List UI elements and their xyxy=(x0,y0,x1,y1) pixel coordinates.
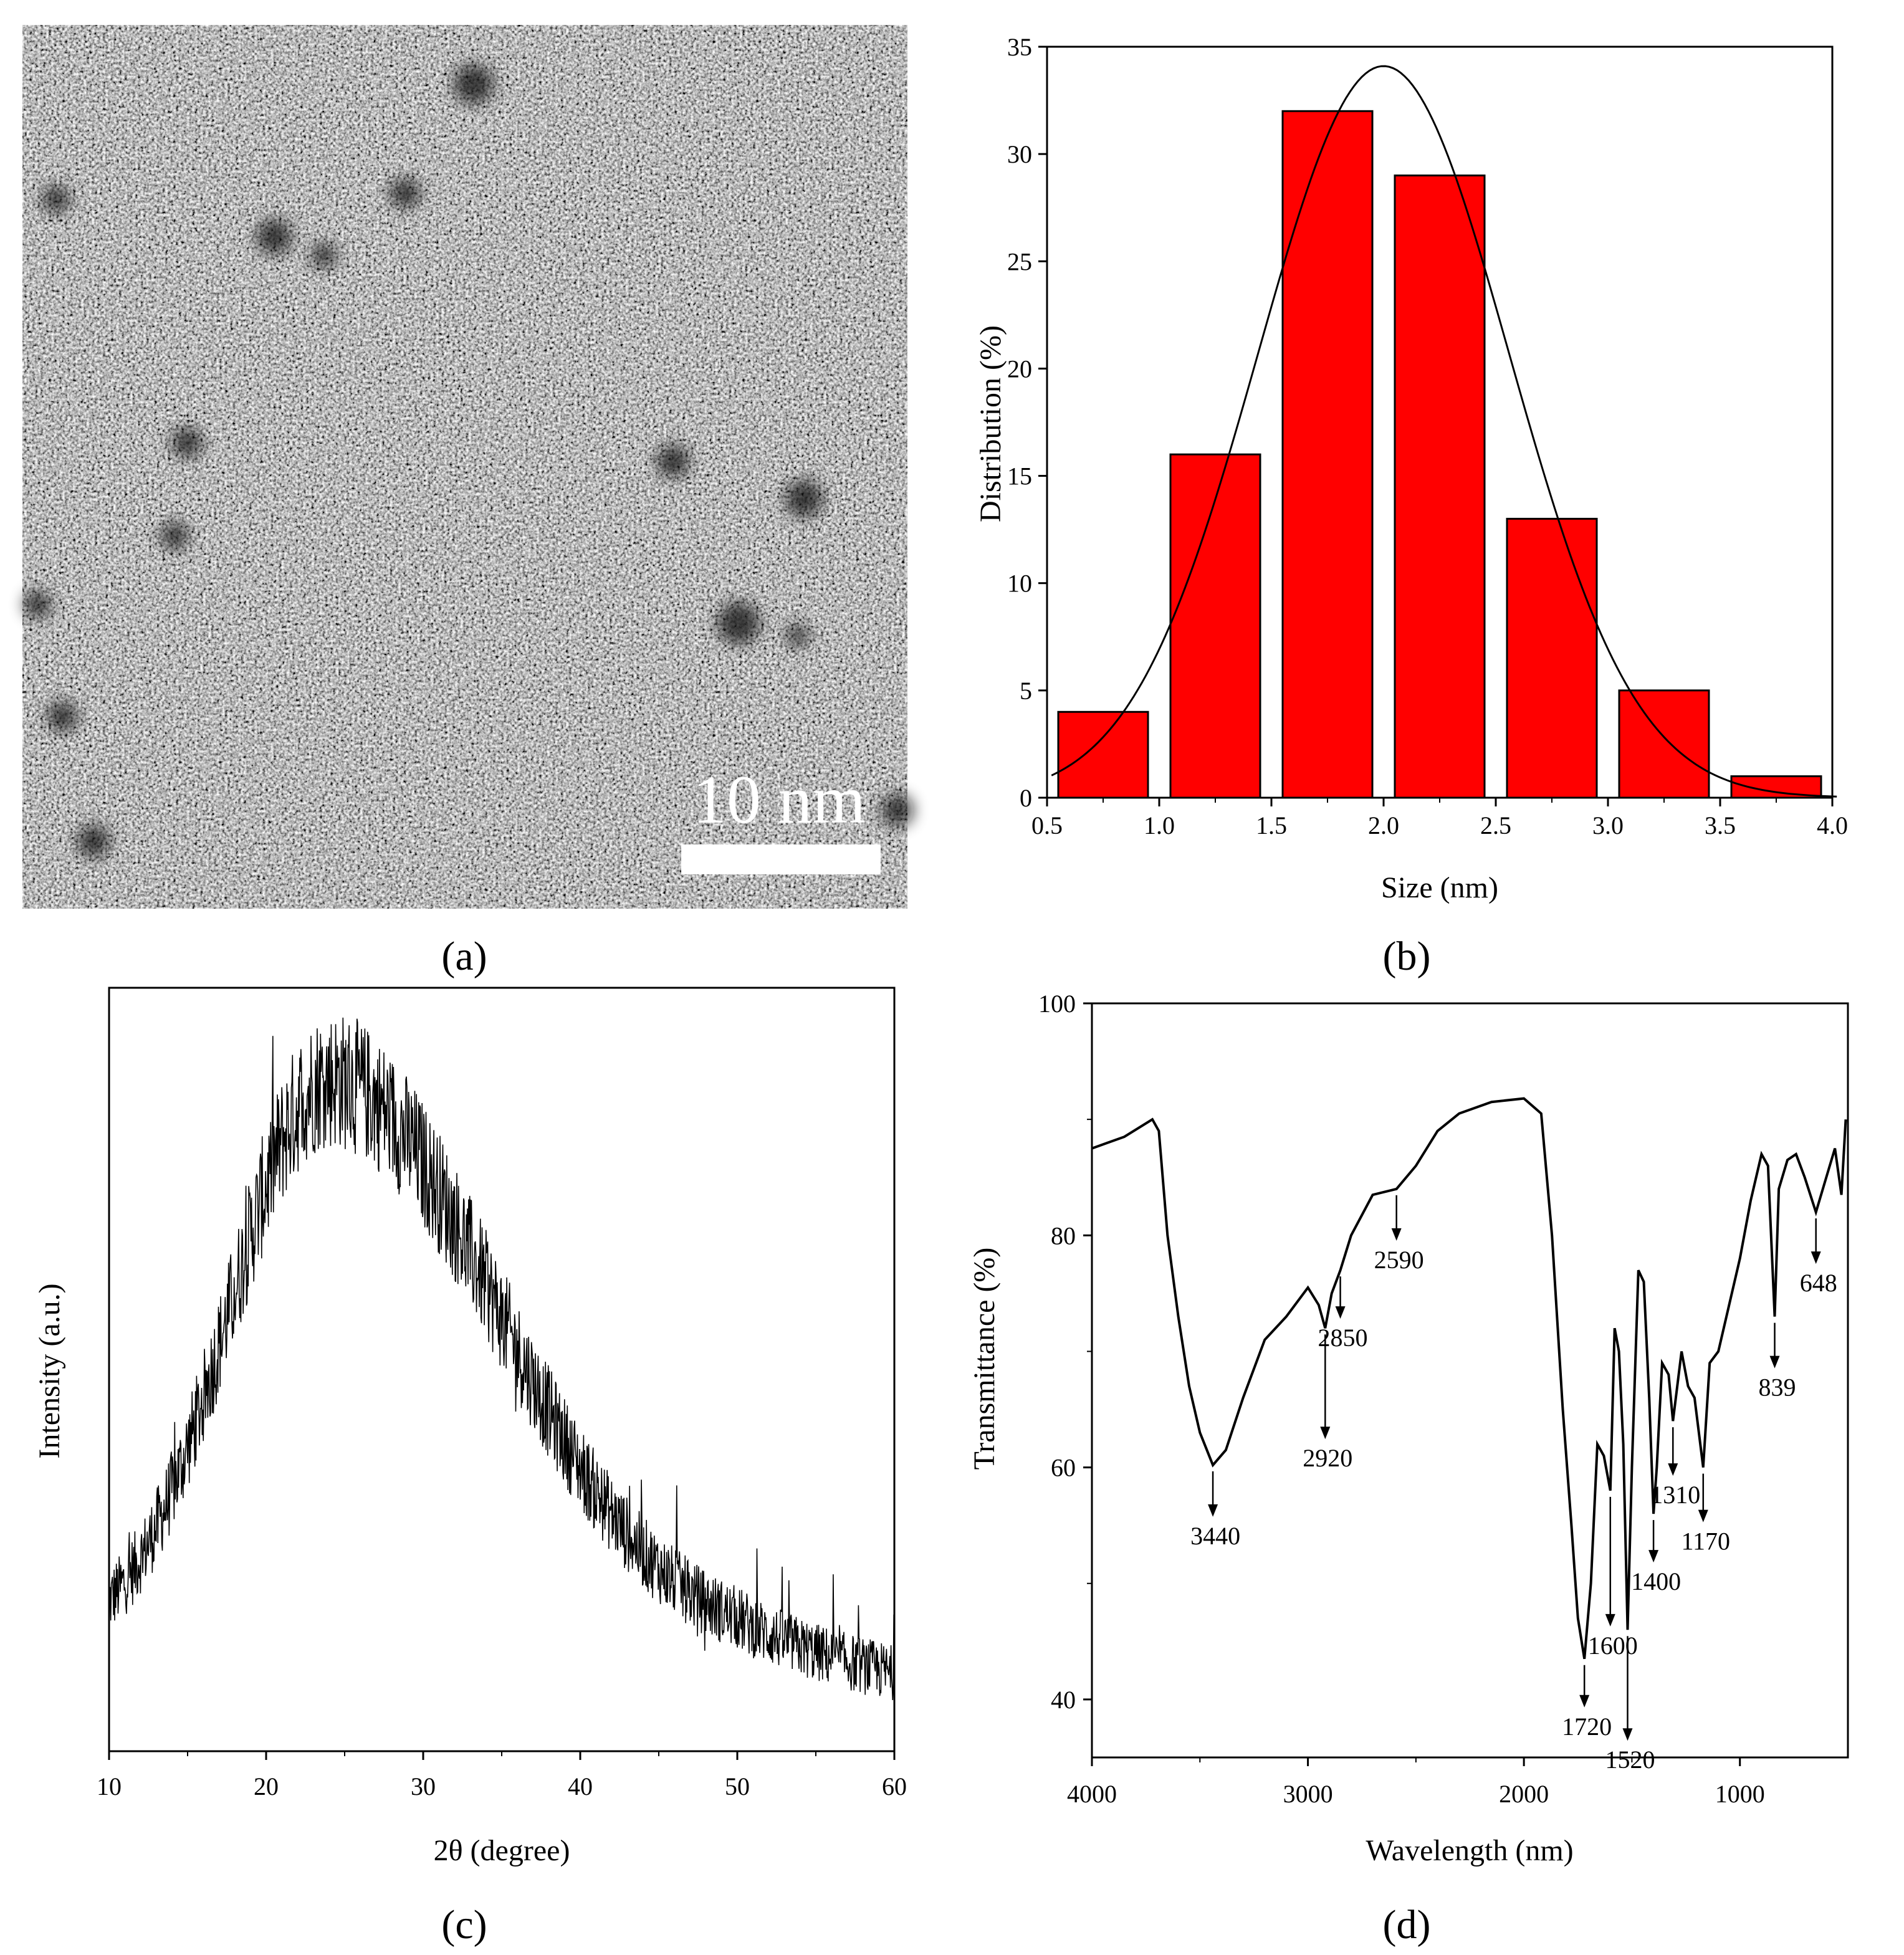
annotation-label: 1310 xyxy=(1650,1481,1700,1509)
annotation-arrow-head xyxy=(1668,1463,1678,1476)
y-tick-label-b: 30 xyxy=(1007,140,1032,168)
bar-2 xyxy=(1281,110,1374,799)
caption-b: (b) xyxy=(1383,934,1431,979)
annotation-arrow-head xyxy=(1811,1251,1821,1264)
ticks-b: 0.5 1.0 1.5 2.0 2.5 3.0 3.5 4.0 0 5 10 15 20 25 30 35 xyxy=(1007,33,1848,839)
peak-annotations: 3440 2920 2850 2590 1720 1600 1520 1400 1310 1170… xyxy=(1190,1195,1837,1774)
x-tick-label-b: 1.5 xyxy=(1256,811,1287,839)
scale-bar xyxy=(681,844,881,874)
bar-5 xyxy=(1618,689,1710,799)
x-tick-label-c: 30 xyxy=(411,1772,436,1800)
y-tick-label-b: 10 xyxy=(1007,570,1032,598)
x-tick-label-b: 1.0 xyxy=(1144,811,1175,839)
x-tick-label-c: 50 xyxy=(725,1772,750,1800)
x-tick-label-c: 20 xyxy=(254,1772,279,1800)
caption-a: (a) xyxy=(441,934,487,979)
y-tick-label-d: 60 xyxy=(1051,1454,1076,1482)
x-axis-label-b: Size (nm) xyxy=(1381,871,1498,904)
x-tick-label-d: 1000 xyxy=(1715,1780,1765,1808)
y-tick-label-d: 100 xyxy=(1038,990,1076,1018)
y-tick-label-b: 20 xyxy=(1007,355,1032,383)
annotation-arrow-head xyxy=(1208,1504,1218,1517)
x-axis-label-c: 2θ (degree) xyxy=(434,1834,570,1867)
annotation-label: 839 xyxy=(1759,1374,1796,1402)
x-tick-label-b: 3.5 xyxy=(1705,811,1736,839)
x-tick-label-b: 2.5 xyxy=(1480,811,1511,839)
x-axis-label-d: Wavelength (nm) xyxy=(1366,1834,1573,1867)
y-tick-label-b: 35 xyxy=(1007,33,1032,61)
annotation-label: 648 xyxy=(1800,1269,1837,1297)
annotation-arrow-head xyxy=(1579,1694,1590,1708)
y-tick-label-b: 15 xyxy=(1007,462,1032,490)
panel-a: 10 nm (a) xyxy=(22,25,914,979)
scale-bar-label: 10 nm xyxy=(692,762,866,838)
gaussian-fit-curve xyxy=(1051,65,1837,798)
annotation-arrow-head xyxy=(1648,1550,1659,1563)
annotation-arrow-head xyxy=(1698,1509,1708,1522)
y-tick-label-d: 40 xyxy=(1051,1686,1076,1714)
bar-4 xyxy=(1506,517,1598,799)
annotation-arrow-head xyxy=(1605,1613,1615,1627)
xrd-trace xyxy=(108,1017,895,1701)
annotation-label: 2590 xyxy=(1374,1246,1424,1274)
y-axis-label-c: Intensity (a.u.) xyxy=(33,1283,66,1458)
bar-1 xyxy=(1169,453,1261,799)
annotation-arrow-head xyxy=(1320,1427,1331,1440)
annotation-label: 2920 xyxy=(1303,1444,1352,1472)
y-tick-label-b: 0 xyxy=(1020,784,1032,812)
bar-0 xyxy=(1057,710,1149,799)
panel-c: 10 20 30 40 50 60 2θ (degree) Intensity (a.u.… xyxy=(33,987,907,1948)
x-tick-label-b: 2.0 xyxy=(1368,811,1399,839)
bar-3 xyxy=(1394,174,1486,799)
ticks-d: 4000 3000 2000 1000 40 60 80 100 xyxy=(1038,990,1765,1808)
x-tick-label-d: 2000 xyxy=(1499,1780,1549,1808)
annotation-label: 2850 xyxy=(1318,1324,1368,1352)
x-tick-label-c: 40 xyxy=(568,1772,593,1800)
annotation-label: 3440 xyxy=(1190,1522,1240,1550)
x-tick-label-b: 4.0 xyxy=(1817,811,1848,839)
annotation-label: 1170 xyxy=(1682,1527,1731,1556)
tem-micrograph xyxy=(22,25,914,909)
x-tick-label-c: 10 xyxy=(97,1772,122,1800)
ticks-c: 10 20 30 40 50 60 xyxy=(97,1751,907,1800)
panel-d: 4000 3000 2000 1000 40 60 80 100 3440 2920 2850 25… xyxy=(968,990,1849,1948)
annotation-arrow-head xyxy=(1391,1228,1402,1241)
annotation-arrow-head xyxy=(1622,1728,1633,1741)
x-tick-label-b: 0.5 xyxy=(1031,811,1063,839)
x-tick-label-d: 3000 xyxy=(1283,1780,1333,1808)
y-tick-label-d: 80 xyxy=(1051,1221,1076,1250)
caption-c: (c) xyxy=(441,1902,487,1948)
annotation-arrow-head xyxy=(1335,1306,1346,1319)
panel-b: 0.5 1.0 1.5 2.0 2.5 3.0 3.5 4.0 0 5 10 15 20 25 30 35 S… xyxy=(974,33,1848,979)
y-axis-label-b: Distribution (%) xyxy=(974,325,1007,522)
annotation-label: 1400 xyxy=(1631,1567,1681,1595)
plot-frame-d xyxy=(1091,1002,1849,1759)
annotation-label: 1720 xyxy=(1562,1713,1612,1741)
x-tick-label-b: 3.0 xyxy=(1592,811,1624,839)
ftir-trace xyxy=(1091,1097,1847,1660)
annotation-label: 1520 xyxy=(1605,1746,1655,1774)
y-tick-label-b: 25 xyxy=(1007,247,1032,275)
caption-d: (d) xyxy=(1383,1902,1431,1948)
y-tick-label-b: 5 xyxy=(1020,677,1032,705)
x-tick-label-d: 4000 xyxy=(1067,1780,1117,1808)
annotation-arrow-head xyxy=(1769,1355,1780,1369)
y-axis-label-d: Transmittance (%) xyxy=(968,1248,1001,1470)
annotation-label: 1600 xyxy=(1588,1632,1638,1660)
bars-b xyxy=(1057,110,1822,799)
x-tick-label-c: 60 xyxy=(882,1772,907,1800)
